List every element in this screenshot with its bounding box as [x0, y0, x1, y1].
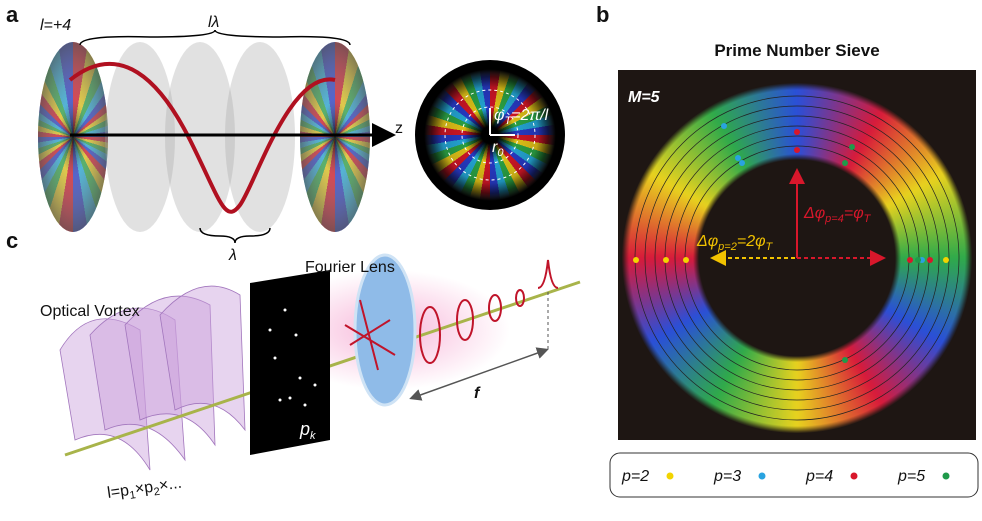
- wavelength-label: λ: [228, 247, 237, 264]
- period-label: lλ: [208, 14, 220, 31]
- vortex-label: Optical Vortex: [40, 303, 140, 320]
- phase-label: φT=2π/l: [494, 107, 549, 127]
- panel-title: Prime Number Sieve: [714, 41, 879, 60]
- delta-p4-label: Δφp=4=φT: [803, 205, 872, 225]
- legend-label: p=4: [805, 468, 833, 485]
- legend-label: p=3: [713, 468, 741, 485]
- lens-label: Fourier Lens: [305, 259, 395, 276]
- fourier-lens: [355, 255, 415, 405]
- legend-label: p=2: [621, 468, 649, 485]
- radius-label: r0: [492, 139, 504, 159]
- legend-dot: [759, 473, 766, 480]
- mask-plate: [250, 270, 330, 455]
- modulus-label: M=5: [628, 89, 661, 106]
- charge-label: l=+4: [40, 17, 71, 34]
- axis-label: z: [395, 120, 403, 137]
- panel-label: a: [6, 2, 19, 27]
- panel-label: b: [596, 2, 609, 27]
- charge-formula: l=p1×p2×...: [106, 475, 183, 505]
- figure: a l=+4 lλ z λ φT=2π/l r0 b Prime Number …: [0, 0, 982, 521]
- legend-dot: [667, 473, 674, 480]
- panel-label: c: [6, 228, 18, 253]
- delta-p2-label: Δφp=2=2φT: [696, 233, 774, 253]
- legend-dot: [943, 473, 950, 480]
- sieve-dots: [633, 123, 949, 363]
- brace: [80, 30, 350, 45]
- figure-overlay: a l=+4 lλ z λ φT=2π/l r0 b Prime Number …: [0, 0, 982, 521]
- focal-label: f: [474, 385, 481, 402]
- legend-label: p=5: [897, 468, 925, 485]
- legend-dot: [851, 473, 858, 480]
